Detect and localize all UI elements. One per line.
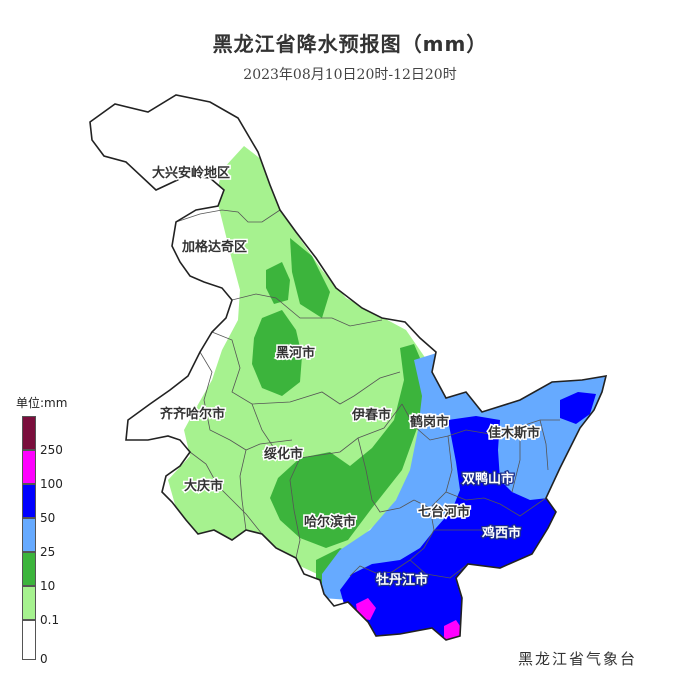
legend-swatch-10-25 — [22, 552, 36, 586]
legend-swatch-25-50 — [22, 518, 36, 552]
city-label-jixi: 鸡西市 — [481, 525, 521, 541]
city-label-jiagedaqi: 加格达奇区 — [181, 239, 247, 255]
legend-title: 单位:mm — [16, 396, 68, 410]
rain-zone-10-25-north — [266, 262, 290, 304]
legend-swatch-250-plus — [22, 416, 36, 450]
city-label-daxinganling: 大兴安岭地区 — [152, 165, 230, 181]
agency-credit: 黑龙江省气象台 — [518, 650, 638, 668]
city-label-qitaihe: 七台河市 — [418, 504, 470, 520]
city-label-suihua: 绥化市 — [264, 446, 303, 462]
city-label-harbin: 哈尔滨市 — [304, 514, 356, 530]
legend-label-100: 100 — [40, 477, 63, 491]
rain-zone-10-25-ridge — [290, 238, 330, 318]
city-label-hegang: 鹤岗市 — [410, 414, 449, 430]
legend-label-0: 0 — [40, 652, 48, 666]
city-label-daqing: 大庆市 — [184, 478, 223, 494]
city-label-mudanjiang: 牡丹江市 — [376, 572, 428, 588]
legend-label-50: 50 — [40, 511, 56, 525]
map-title: 黑龙江省降水预报图（mm） — [212, 32, 488, 56]
city-labels: 大兴安岭地区 加格达奇区 黑河市 齐齐哈尔市 伊春市 鹤岗市 佳木斯市 绥化市 … — [151, 164, 542, 590]
city-label-qiqihar: 齐齐哈尔市 — [160, 406, 225, 422]
legend-swatch-0.1-10 — [22, 586, 36, 620]
city-label-heihe: 黑河市 — [276, 345, 315, 361]
city-label-yichun: 伊春市 — [351, 407, 391, 423]
rain-zone-50-100 — [340, 416, 560, 640]
city-label-jiamusi: 佳木斯市 — [488, 425, 540, 441]
legend-swatch-50-100 — [22, 484, 36, 518]
map-subtitle-time-range: 2023年08月10日20时-12日20时 — [243, 67, 457, 83]
province-outline — [89, 94, 608, 641]
legend-swatch-0-0.1 — [22, 620, 36, 660]
legend-label-250: 250 — [40, 443, 63, 457]
rain-zone-50-100-northeast — [560, 392, 596, 424]
administrative-borders — [175, 209, 560, 579]
legend-swatch-100-250 — [22, 450, 36, 484]
legend-label-10: 10 — [40, 579, 56, 593]
legend-label-25: 25 — [40, 545, 56, 559]
rain-zone-10-25-harbin — [270, 344, 426, 548]
rain-zone-10-25-heihe — [252, 310, 302, 396]
legend-label-0.1: 0.1 — [40, 613, 60, 627]
city-label-shuangyashan: 双鸭山市 — [462, 471, 514, 487]
